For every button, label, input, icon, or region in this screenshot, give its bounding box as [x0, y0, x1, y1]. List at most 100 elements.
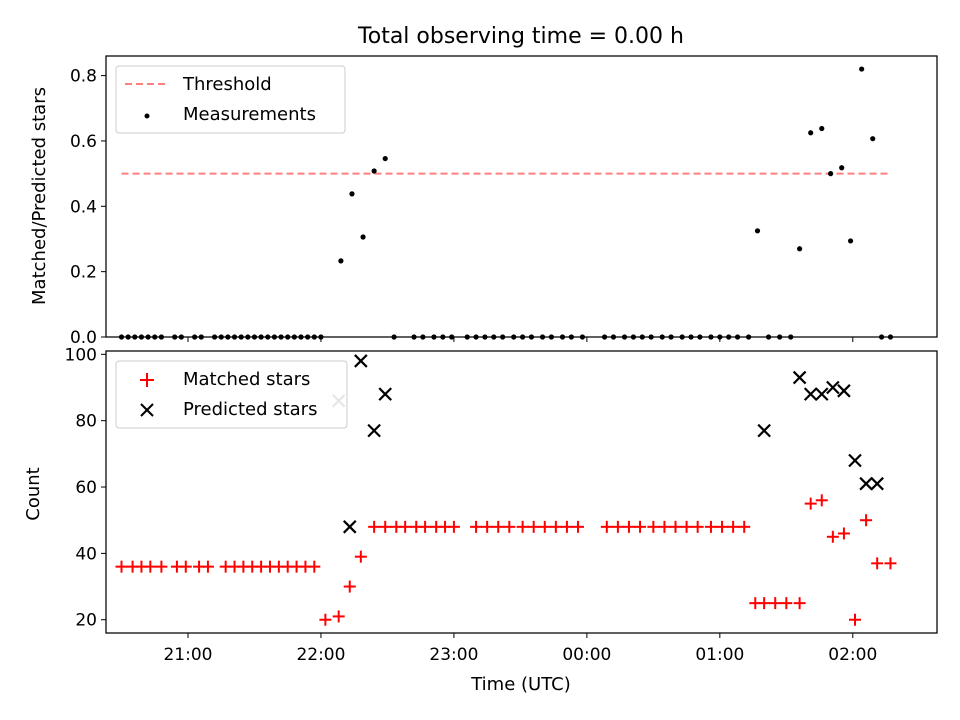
- matched-star-marker: [804, 497, 817, 510]
- matched-star-marker: [727, 520, 740, 533]
- predicted-star-marker: [870, 476, 884, 491]
- predicted-marker-b: [859, 476, 873, 491]
- matched-star-marker: [871, 557, 884, 570]
- predicted-star-marker: [792, 370, 807, 385]
- matched-star-marker: [815, 494, 828, 507]
- measurement-point: [754, 228, 761, 234]
- matched-star-marker: [758, 597, 771, 610]
- bottom-y-tick-label: 80: [75, 412, 97, 432]
- predicted-star-marker: [814, 387, 829, 401]
- measurements-legend-label: Measurements: [183, 104, 316, 125]
- top-legend-box: [115, 65, 346, 134]
- matched-star-marker: [860, 514, 873, 527]
- measurement-point: [859, 66, 865, 72]
- predicted-marker-b: [803, 387, 818, 401]
- predicted-star-marker: [367, 423, 381, 438]
- measurement-point: [819, 125, 825, 132]
- x-tick-label: 01:00: [695, 645, 744, 665]
- bottom-plot-frame: [105, 350, 938, 634]
- matched-star-marker: [611, 520, 624, 533]
- predicted-marker-b: [757, 423, 771, 438]
- measurement-point: [349, 191, 355, 197]
- matched-star-marker: [704, 520, 717, 533]
- measurement-point: [828, 171, 834, 177]
- top-panel: 0.0 0.2 0.4 0.6 0.8 Threshold Measurements: [70, 55, 938, 348]
- predicted-marker-b: [367, 423, 381, 438]
- matched-star-marker: [319, 613, 332, 626]
- predicted-star-marker: [826, 380, 840, 395]
- matched-star-marker: [738, 520, 751, 533]
- x-tick-label: 21:00: [163, 645, 212, 665]
- bottom-y-tick-label: 60: [75, 478, 97, 498]
- measurement-point: [360, 234, 366, 240]
- measurement-point: [847, 238, 854, 244]
- predicted-legend-marker: [140, 403, 154, 417]
- bottom-y-tick-label: 40: [75, 544, 97, 564]
- matched-star-marker: [419, 520, 432, 533]
- matched-star-marker: [308, 560, 321, 573]
- predicted-marker-b: [342, 520, 357, 534]
- bottom-y-tick-label: 100: [65, 345, 97, 365]
- measurement-point: [382, 155, 388, 162]
- bottom-y-axis-label: Count: [23, 467, 44, 520]
- matched-star-marker: [837, 527, 850, 540]
- predicted-star-marker: [354, 354, 368, 368]
- matched-star-marker: [470, 520, 483, 533]
- predicted-marker-b: [814, 387, 829, 401]
- matched-star-marker: [560, 520, 573, 533]
- top-plot-frame: [105, 55, 938, 338]
- measurement-point: [839, 165, 845, 171]
- top-y-axis-label: Matched/Predicted stars: [29, 87, 50, 305]
- chart-title: Total observing time = 0.00 h: [357, 24, 684, 49]
- matched-star-marker: [115, 560, 128, 573]
- top-y-tick-label: 0.8: [70, 67, 97, 87]
- matched-star-marker: [399, 520, 412, 533]
- matched-star-marker: [549, 520, 562, 533]
- matched-star-marker: [884, 557, 897, 570]
- matched-star-marker: [538, 520, 551, 533]
- predicted-star-marker: [378, 387, 392, 401]
- bottom-panel: 20 40 60 80 100 21:00 22:00 23:00 00:00 01:00 02:0…: [65, 345, 938, 665]
- predicted-star-marker: [859, 476, 873, 491]
- predicted-marker-b: [378, 387, 392, 401]
- predicted-marker-b: [870, 476, 884, 491]
- x-tick-label: 00:00: [562, 645, 611, 665]
- top-y-tick-label: 0.6: [70, 132, 97, 152]
- x-tick-label: 23:00: [429, 645, 478, 665]
- matched-star-marker: [379, 520, 392, 533]
- matched-legend-label: Matched stars: [183, 369, 310, 390]
- bottom-legend-box: [115, 360, 348, 429]
- measurement-point: [338, 258, 344, 264]
- predicted-marker-b: [837, 384, 851, 398]
- x-tick-label: 02:00: [828, 645, 877, 665]
- matched-star-marker: [332, 610, 345, 623]
- top-legend: Threshold Measurements: [115, 65, 346, 134]
- predicted-legend-label: Predicted stars: [183, 399, 317, 420]
- matched-star-marker: [179, 560, 192, 573]
- matched-star-marker: [769, 597, 782, 610]
- matched-star-marker: [516, 520, 529, 533]
- matched-star-marker: [826, 530, 839, 543]
- matched-star-marker: [716, 520, 729, 533]
- top-y-tick-label: 0.0: [70, 328, 97, 348]
- measurement-point: [870, 136, 876, 142]
- bottom-legend: Matched stars Predicted stars: [115, 360, 348, 429]
- matched-star-marker: [658, 520, 671, 533]
- matched-legend-marker: [140, 373, 154, 387]
- predicted-star-marker: [803, 387, 818, 401]
- predicted-marker-b: [826, 380, 840, 395]
- matched-star-marker: [527, 520, 540, 533]
- top-y-tick-label: 0.2: [70, 263, 97, 283]
- measurement-point: [797, 246, 803, 252]
- predicted-marker-b: [354, 354, 368, 368]
- matched-star-marker: [492, 520, 505, 533]
- measurement-point: [808, 130, 814, 136]
- matched-star-marker: [155, 560, 168, 573]
- predicted-star-marker: [848, 453, 862, 468]
- predicted-star-marker: [837, 384, 851, 398]
- predicted-marker-b: [792, 370, 807, 385]
- matched-star-marker: [144, 560, 157, 573]
- matched-star-marker: [691, 520, 704, 533]
- threshold-legend-label: Threshold: [182, 74, 272, 95]
